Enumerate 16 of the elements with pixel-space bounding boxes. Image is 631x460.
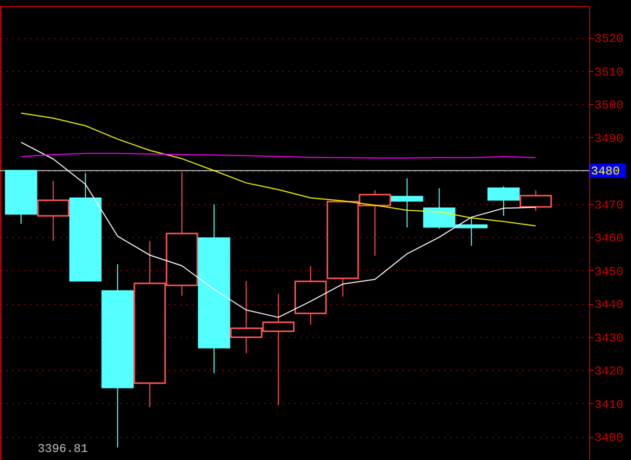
annotation: 3396.81 <box>38 442 88 456</box>
y-tick-label: 3490 <box>594 132 624 146</box>
candlestick <box>390 178 424 228</box>
y-tick-label: 3440 <box>594 298 624 312</box>
y-tick-label: 3470 <box>594 198 624 212</box>
y-tick-label: 3410 <box>594 398 624 412</box>
y-tick-label: 3450 <box>594 264 624 279</box>
y-tick-label: 3430 <box>594 331 624 346</box>
y-tick-label: 3500 <box>594 98 624 113</box>
y-tick-label: 3510 <box>594 65 624 80</box>
y-tick-label: 3420 <box>594 364 624 379</box>
line-series <box>20 112 536 226</box>
y-tick-label: 3460 <box>594 232 624 246</box>
y-tick-label: 3400 <box>594 431 624 446</box>
y-tick-label: 3520 <box>594 32 624 46</box>
y-tick-label: 3480 <box>591 164 620 179</box>
